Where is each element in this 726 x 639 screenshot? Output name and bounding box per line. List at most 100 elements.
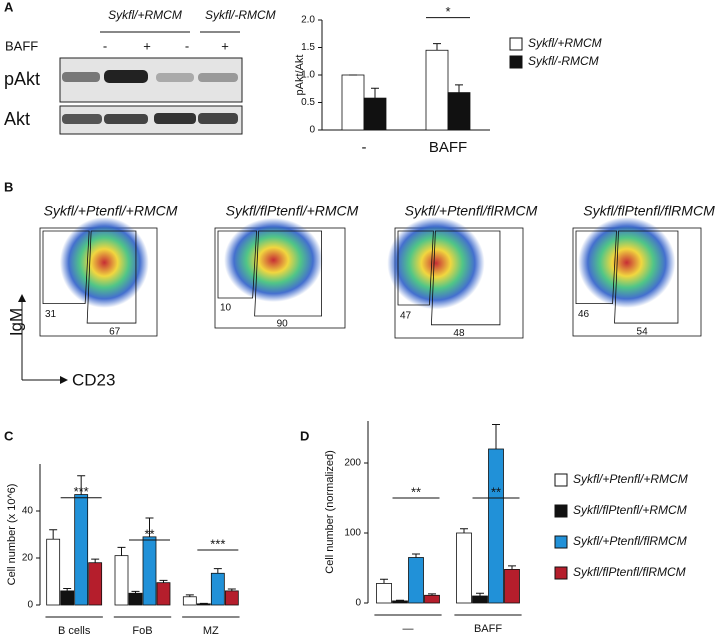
gate <box>614 230 679 324</box>
panel-letter: A <box>4 0 14 14</box>
band <box>198 113 238 124</box>
axis-label: IgM <box>6 308 25 336</box>
legend-swatch <box>509 37 523 51</box>
y-tick-label: 200 <box>344 458 361 469</box>
bar <box>392 600 408 604</box>
band <box>62 114 102 124</box>
gate <box>217 230 258 299</box>
error-bar <box>460 528 468 533</box>
bar <box>224 590 239 606</box>
legend-label: Sykfl/+Ptenfl/+RMCM <box>573 472 688 486</box>
bar <box>114 555 129 606</box>
gate <box>254 230 323 317</box>
y-tick-label: 0 <box>309 125 315 136</box>
bar <box>376 583 392 604</box>
x-tick-label: FoB <box>132 625 152 637</box>
lane-label: + <box>221 38 229 53</box>
bar <box>424 594 440 604</box>
error-bar <box>455 84 463 93</box>
bar <box>182 596 197 606</box>
y-axis-label: Cell number (normalized) <box>324 450 336 574</box>
legend-swatch <box>554 535 568 549</box>
x-tick-label: BAFF <box>474 623 502 635</box>
y-tick-label: 1.0 <box>301 70 315 81</box>
density <box>578 217 676 308</box>
gate-value: 46 <box>578 309 590 320</box>
density <box>387 217 485 310</box>
bar <box>456 532 472 604</box>
error-bar <box>117 546 126 556</box>
y-axis-label: pAkt/Akt <box>294 55 306 96</box>
band <box>62 72 100 82</box>
error-bar <box>428 593 436 596</box>
error-bar <box>396 599 404 601</box>
gate <box>86 230 137 324</box>
lane-label: + <box>143 38 151 53</box>
band-label: pAkt <box>4 69 40 89</box>
legend-swatch <box>554 504 568 518</box>
significance-label: ** <box>411 484 421 499</box>
bar <box>46 538 61 606</box>
y-axis-label: Cell number (x 10^6) <box>6 484 18 586</box>
legend-label: Sykfl/flPtenfl/+RMCM <box>573 503 687 517</box>
error-bar <box>380 578 388 584</box>
bar <box>425 49 449 131</box>
row-label: BAFF <box>5 38 38 53</box>
error-bar <box>159 579 168 583</box>
density <box>224 218 323 302</box>
bar <box>363 97 387 131</box>
lane-label: - <box>185 38 189 53</box>
gate-value: 47 <box>400 311 412 322</box>
bar <box>142 536 157 606</box>
bar <box>128 592 143 606</box>
significance-label: ** <box>144 526 154 541</box>
x-tick-label: BAFF <box>429 139 467 156</box>
plot-title: Sykfl/flPtenfl/flRMCM <box>583 203 715 219</box>
bar <box>504 569 520 604</box>
gate-value: 90 <box>277 319 289 330</box>
x-tick-label: B cells <box>58 625 91 637</box>
gate-value: 31 <box>45 309 57 320</box>
bar <box>341 74 365 131</box>
gate <box>397 230 434 306</box>
legend-swatch <box>554 566 568 580</box>
bar <box>472 595 488 604</box>
bar <box>156 582 171 606</box>
y-tick-label: 1.5 <box>301 42 315 53</box>
y-tick-label: 40 <box>22 506 34 517</box>
gate <box>575 230 617 305</box>
bar <box>408 557 424 604</box>
legend-label: Sykfl/+RMCM <box>528 36 602 50</box>
x-tick-label: MZ <box>203 625 219 637</box>
gate-value: 54 <box>637 326 649 337</box>
error-bar <box>476 592 484 596</box>
band <box>104 70 148 83</box>
significance-label: ** <box>491 484 501 499</box>
bar <box>196 603 211 606</box>
legend-swatch <box>554 473 568 487</box>
error-bar <box>213 568 222 574</box>
bar <box>447 92 471 131</box>
error-bar <box>131 590 140 594</box>
legend-label: Sykfl/flPtenfl/flRMCM <box>573 565 686 579</box>
band <box>154 113 196 124</box>
y-tick-label: 0.5 <box>301 97 315 108</box>
gate-value: 67 <box>109 326 121 337</box>
legend-swatch <box>509 55 523 69</box>
panel-letter: B <box>4 179 13 194</box>
error-bar <box>492 424 500 449</box>
error-bar <box>49 529 58 540</box>
axis-label: CD23 <box>72 370 115 389</box>
significance-label: *** <box>74 484 89 499</box>
error-bar <box>91 558 100 563</box>
y-tick-label: 20 <box>22 553 34 564</box>
gate-value: 10 <box>220 303 232 314</box>
gate <box>430 230 501 326</box>
x-tick-label: — <box>403 623 414 635</box>
panel-letter: D <box>300 428 309 443</box>
legend-label: Sykfl/-RMCM <box>528 54 599 68</box>
significance-label: *** <box>210 536 225 551</box>
bar <box>88 562 103 606</box>
x-tick-label: - <box>362 139 367 156</box>
y-tick-label: 2.0 <box>301 15 315 26</box>
